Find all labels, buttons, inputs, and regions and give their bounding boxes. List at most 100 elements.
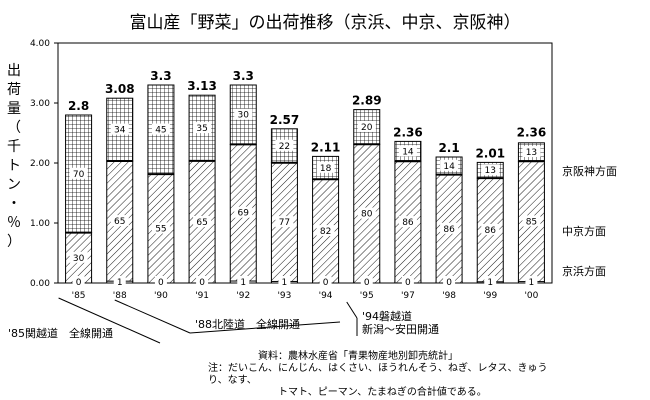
- segment-label-bg: [481, 223, 500, 235]
- segment-label-bg: [193, 215, 212, 227]
- event-94-line2: 新潟～安田開通: [362, 323, 439, 336]
- source-line-2: 注：だいこん、にんじん、はくさい、ほうれんそう、ねぎ、レタス、きゅうり、なす、: [208, 363, 548, 386]
- x-tick-label: '97: [401, 291, 415, 301]
- y-tick-label: 1.00: [30, 219, 50, 229]
- chart-title: 富山産「野菜」の出荷推移（京浜、中京、京阪神）: [129, 13, 521, 33]
- segment-label: 1: [117, 278, 123, 288]
- segment-label-bg: [398, 216, 417, 228]
- segment-label-bg: [237, 276, 250, 287]
- segment-label: 0: [323, 278, 329, 288]
- segment-label: 14: [443, 162, 455, 172]
- event-94-line: [346, 301, 358, 319]
- segment-label-bg: [525, 276, 538, 287]
- segment-label-bg: [151, 222, 170, 234]
- source-line-1: 資料：農林水産省「青果物産地別卸売統計」: [258, 351, 458, 362]
- total-label: 2.36: [517, 125, 547, 139]
- total-label: 3.08: [105, 82, 135, 96]
- event-88: '88北陸道 全線開通: [195, 318, 301, 331]
- segment-label-bg: [316, 225, 335, 237]
- y-axis-label: 出荷量（千トン・％）: [7, 63, 21, 250]
- segment-label: 35: [196, 124, 207, 134]
- x-tick-label: '98: [442, 291, 456, 301]
- segment-label: 0: [405, 278, 411, 288]
- x-tick-label: '99: [483, 291, 497, 301]
- segment-label-bg: [481, 164, 500, 176]
- segment-label-bg: [443, 276, 456, 287]
- segment-label-bg: [69, 167, 88, 179]
- segment-label: 0: [364, 278, 370, 288]
- segment-label-bg: [151, 123, 170, 135]
- y-tick-label: 4.00: [30, 39, 50, 49]
- segment-label-bg: [234, 108, 253, 120]
- legend-label: 中京方面: [562, 224, 606, 238]
- segment-label-bg: [522, 215, 541, 227]
- segment-label-bg: [401, 276, 414, 287]
- segment-label: 0: [76, 278, 82, 288]
- source-note: 資料：農林水産省「青果物産地別卸売統計」 注：だいこん、にんじん、はくさい、ほう…: [150, 351, 550, 399]
- segment-label: 0: [446, 278, 452, 288]
- segment-label: 86: [485, 226, 497, 236]
- segment-label-bg: [193, 122, 212, 134]
- x-tick-label: '95: [360, 291, 374, 301]
- source-line-3: トマト、ピーマン、たまねぎの合計値である。: [278, 387, 487, 398]
- segment-label: 22: [279, 142, 290, 152]
- legend-label: 京浜方面: [562, 264, 606, 278]
- total-label: 2.57: [270, 113, 300, 127]
- segment-label-bg: [154, 276, 167, 287]
- segment-label: 1: [240, 278, 246, 288]
- segment-label-bg: [275, 139, 294, 151]
- segment-label-bg: [357, 207, 376, 219]
- segment-label: 80: [361, 210, 373, 220]
- segment-label: 30: [73, 254, 85, 264]
- segment-label: 0: [199, 278, 205, 288]
- segment-label: 20: [361, 123, 373, 133]
- segment-label: 65: [114, 217, 125, 227]
- segment-label-bg: [316, 161, 335, 173]
- x-tick-label: '88: [113, 291, 127, 301]
- segment-label: 70: [73, 170, 85, 180]
- event-88-underline: [189, 321, 341, 334]
- segment-label-bg: [234, 206, 253, 218]
- segment-label-bg: [72, 276, 85, 287]
- segment-label-bg: [484, 276, 497, 287]
- segment-label: 34: [114, 126, 126, 136]
- segment-label-bg: [357, 120, 376, 132]
- segment-label: 0: [158, 278, 164, 288]
- segment-label: 77: [279, 218, 290, 228]
- segment-label: 86: [443, 225, 455, 235]
- legend-label: 京阪神方面: [562, 164, 617, 178]
- segment-label: 86: [402, 218, 414, 228]
- total-label: 3.3: [233, 69, 254, 83]
- x-tick-label: '92: [236, 291, 250, 301]
- y-tick-label: 3.00: [30, 99, 50, 109]
- total-label: 2.89: [352, 94, 382, 108]
- total-label: 3.3: [150, 69, 171, 83]
- bars: [65, 84, 545, 284]
- x-tick-label: '85: [72, 291, 86, 301]
- segment-label: 69: [238, 209, 250, 219]
- event-85: '85関越道 全線開通: [8, 327, 114, 340]
- segment-label-bg: [440, 222, 459, 234]
- segment-label: 13: [526, 148, 537, 158]
- segment-label: 85: [526, 217, 537, 227]
- event-94-line1: '94磐越道: [362, 310, 413, 323]
- segment-label-bg: [196, 276, 209, 287]
- segment-label: 45: [155, 126, 166, 136]
- total-label: 2.36: [393, 125, 423, 139]
- segment-label-bg: [360, 276, 373, 287]
- segment-label-bg: [69, 251, 88, 263]
- segment-label: 18: [320, 164, 332, 174]
- segment-label: 65: [196, 218, 207, 228]
- segment-label-bg: [110, 215, 129, 227]
- segment-label-bg: [278, 276, 291, 287]
- segment-label-bg: [319, 276, 332, 287]
- event-85-line: [58, 297, 161, 344]
- labels: 0 30 70 2.8 '85 1 65 34 3.08 '88 0 55 45 3.3 '90 0 65 35 3…: [68, 69, 617, 301]
- x-tick-label: '93: [277, 291, 291, 301]
- segment-label: 1: [529, 278, 535, 288]
- y-tick-label: 2.00: [30, 159, 50, 169]
- annotation-lines: [58, 297, 358, 344]
- segment-label-bg: [275, 216, 294, 228]
- segment-label: 14: [402, 147, 414, 157]
